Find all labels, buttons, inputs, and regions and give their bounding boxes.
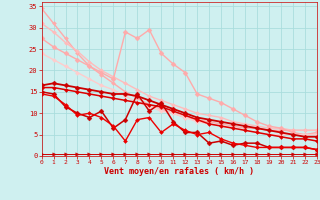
X-axis label: Vent moyen/en rafales ( km/h ): Vent moyen/en rafales ( km/h ): [104, 167, 254, 176]
